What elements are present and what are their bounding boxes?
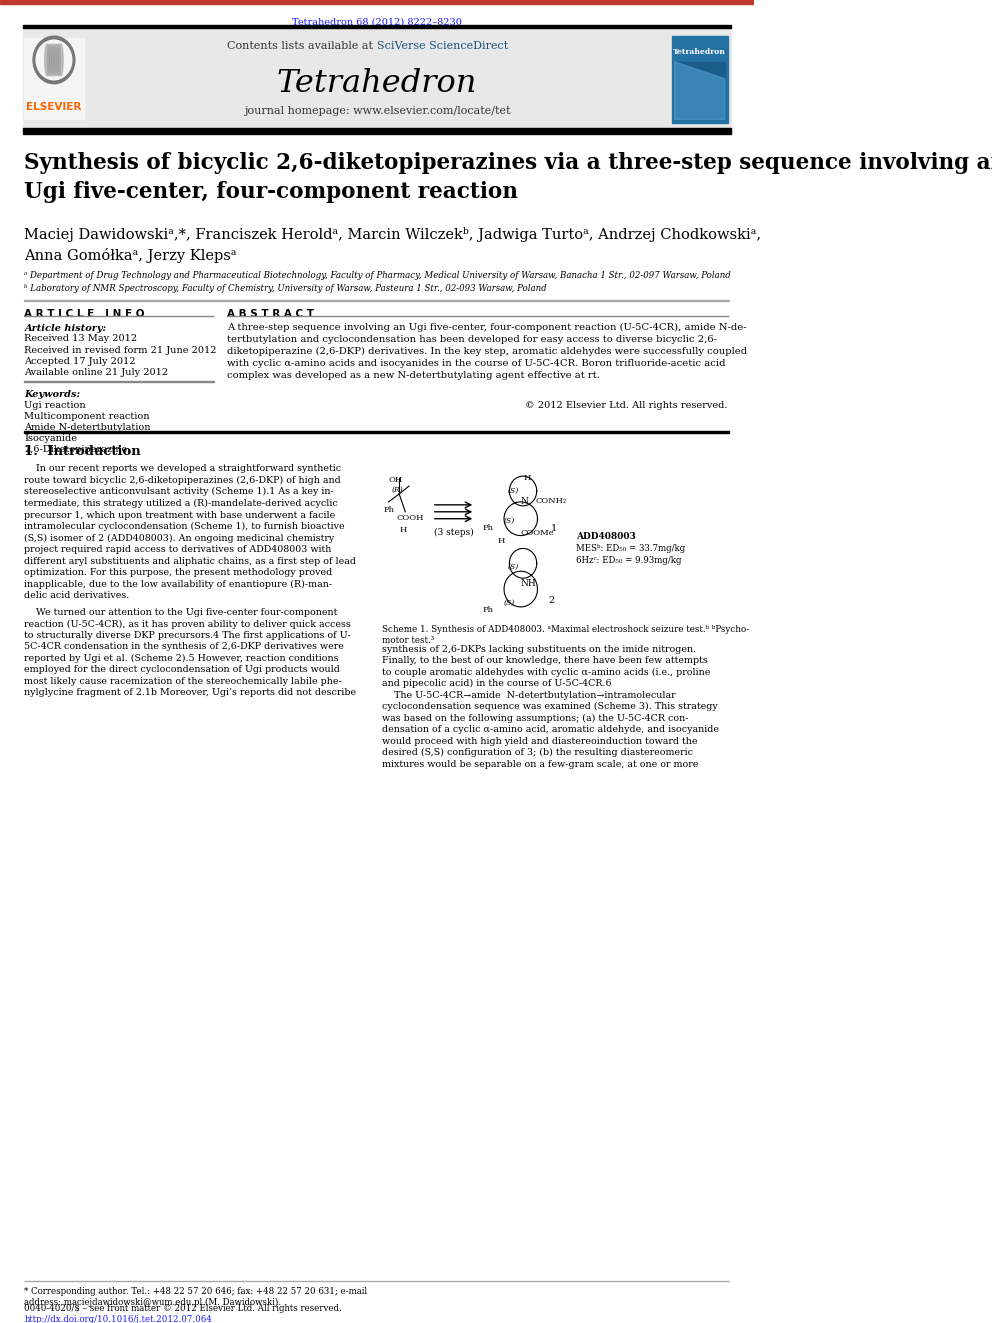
Text: ᵇ Laboratory of NMR Spectroscopy, Faculty of Chemistry, University of Warsaw, Pa: ᵇ Laboratory of NMR Spectroscopy, Facult… xyxy=(25,284,547,292)
Text: (3 steps): (3 steps) xyxy=(434,528,473,537)
Text: Article history:: Article history: xyxy=(25,324,106,333)
Text: © 2012 Elsevier Ltd. All rights reserved.: © 2012 Elsevier Ltd. All rights reserved… xyxy=(525,401,727,410)
Text: Accepted 17 July 2012: Accepted 17 July 2012 xyxy=(25,357,136,365)
Text: Scheme 1. Synthesis of ADD408003. ᵃMaximal electroshock seizure test.ᵇ ᵇPsycho-
: Scheme 1. Synthesis of ADD408003. ᵃMaxim… xyxy=(383,624,750,644)
Text: In our recent reports we developed a straightforward synthetic
route toward bicy: In our recent reports we developed a str… xyxy=(25,464,356,601)
Text: (S): (S) xyxy=(508,564,519,572)
Ellipse shape xyxy=(50,44,55,75)
Text: Tetrahedron: Tetrahedron xyxy=(277,67,477,99)
Ellipse shape xyxy=(52,44,57,75)
Text: H: H xyxy=(498,537,505,545)
Bar xyxy=(672,36,728,123)
Text: H: H xyxy=(399,525,407,533)
Ellipse shape xyxy=(54,44,59,75)
Text: (R): (R) xyxy=(392,486,404,493)
Bar xyxy=(0,0,754,4)
Text: 1.  Introduction: 1. Introduction xyxy=(25,446,141,458)
Text: http://dx.doi.org/10.1016/j.tet.2012.07.064: http://dx.doi.org/10.1016/j.tet.2012.07.… xyxy=(25,1315,212,1323)
Text: Multicomponent reaction: Multicomponent reaction xyxy=(25,411,150,421)
Text: COOMe: COOMe xyxy=(521,529,555,537)
Text: Received 13 May 2012: Received 13 May 2012 xyxy=(25,335,138,344)
Text: * Corresponding author. Tel.: +48 22 57 20 646; fax: +48 22 57 20 631; e-mail
ad: * Corresponding author. Tel.: +48 22 57 … xyxy=(25,1287,367,1307)
Polygon shape xyxy=(675,62,725,119)
Text: ELSEVIER: ELSEVIER xyxy=(26,102,81,111)
Text: 2: 2 xyxy=(549,595,555,605)
Text: SciVerse ScienceDirect: SciVerse ScienceDirect xyxy=(377,41,508,52)
Text: 2,6-Diketopiperazine: 2,6-Diketopiperazine xyxy=(25,446,128,454)
Text: OH: OH xyxy=(389,476,403,484)
Text: Amide N-detertbutylation: Amide N-detertbutylation xyxy=(25,423,151,433)
Text: COOH: COOH xyxy=(396,513,424,521)
Text: Tetrahedron: Tetrahedron xyxy=(674,48,726,56)
Bar xyxy=(23,25,731,28)
Text: Tetrahedron 68 (2012) 8222–8230: Tetrahedron 68 (2012) 8222–8230 xyxy=(292,17,462,26)
Text: Ph: Ph xyxy=(483,524,494,532)
Ellipse shape xyxy=(59,44,63,75)
Text: Contents lists available at: Contents lists available at xyxy=(227,41,377,52)
Bar xyxy=(675,62,725,119)
Text: We turned our attention to the Ugi five-center four-component
reaction (U-5C-4CR: We turned our attention to the Ugi five-… xyxy=(25,607,356,697)
Bar xyxy=(25,38,83,119)
Bar xyxy=(23,128,731,134)
Text: Received in revised form 21 June 2012: Received in revised form 21 June 2012 xyxy=(25,345,217,355)
Ellipse shape xyxy=(45,44,50,75)
Text: (S): (S) xyxy=(504,517,515,525)
Ellipse shape xyxy=(56,44,61,75)
Text: Maciej Dawidowskiᵃ,*, Franciszek Heroldᵃ, Marcin Wilczekᵇ, Jadwiga Turtoᵃ, Andrz: Maciej Dawidowskiᵃ,*, Franciszek Heroldᵃ… xyxy=(25,228,762,263)
Text: ADD408003: ADD408003 xyxy=(576,532,636,541)
Text: Ph: Ph xyxy=(483,606,494,614)
Text: (S): (S) xyxy=(508,487,519,495)
Text: Keywords:: Keywords: xyxy=(25,390,80,400)
Text: journal homepage: www.elsevier.com/locate/tet: journal homepage: www.elsevier.com/locat… xyxy=(244,106,510,115)
Text: 6Hzᶜ: ED₅₀ = 9.93mg/kg: 6Hzᶜ: ED₅₀ = 9.93mg/kg xyxy=(576,557,682,565)
Ellipse shape xyxy=(36,40,71,79)
Text: Ugi reaction: Ugi reaction xyxy=(25,401,86,410)
Text: (S): (S) xyxy=(504,599,515,607)
Text: Synthesis of bicyclic 2,6-diketopiperazines via a three-step sequence involving : Synthesis of bicyclic 2,6-diketopiperazi… xyxy=(25,152,992,202)
Text: Isocyanide: Isocyanide xyxy=(25,434,77,443)
Ellipse shape xyxy=(33,36,74,83)
Ellipse shape xyxy=(47,44,52,75)
Text: Available online 21 July 2012: Available online 21 July 2012 xyxy=(25,368,169,377)
Text: MESᵇ: ED₅₀ = 33.7mg/kg: MESᵇ: ED₅₀ = 33.7mg/kg xyxy=(576,545,685,553)
Text: A three-step sequence involving an Ugi five-center, four-component reaction (U-5: A three-step sequence involving an Ugi f… xyxy=(227,323,747,380)
Text: CONH₂: CONH₂ xyxy=(536,497,567,505)
Text: 0040-4020/$ – see front matter © 2012 Elsevier Ltd. All rights reserved.: 0040-4020/$ – see front matter © 2012 El… xyxy=(25,1304,342,1312)
Text: Ph: Ph xyxy=(384,505,395,513)
Text: H: H xyxy=(523,474,531,482)
Text: 1: 1 xyxy=(552,524,558,533)
Text: A R T I C L E   I N F O: A R T I C L E I N F O xyxy=(25,308,145,319)
Bar xyxy=(23,28,731,130)
Text: ᵃ Department of Drug Technology and Pharmaceutical Biotechnology, Faculty of Pha: ᵃ Department of Drug Technology and Phar… xyxy=(25,271,731,280)
Text: A B S T R A C T: A B S T R A C T xyxy=(227,308,314,319)
Text: NH: NH xyxy=(521,579,537,589)
Text: N: N xyxy=(521,497,529,505)
Text: synthesis of 2,6-DKPs lacking substituents on the imide nitrogen.
Finally, to th: synthesis of 2,6-DKPs lacking substituen… xyxy=(383,644,719,769)
